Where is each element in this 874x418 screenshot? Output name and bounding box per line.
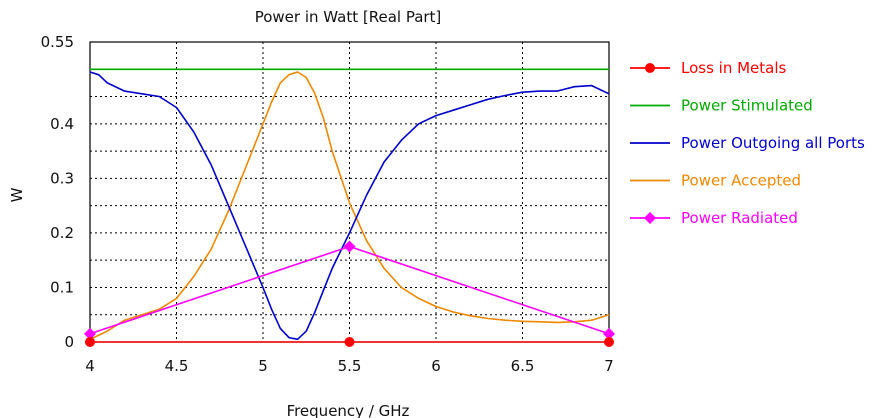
data-point-loss-in-metals: [85, 337, 95, 347]
data-point-power-radiated: [343, 240, 356, 253]
x-axis-ticks: 4 4.5 5 5.5 6 6.5 7: [85, 357, 614, 375]
series-line-power-outgoing-all-ports: [89, 71, 610, 341]
x-tick-label: 7: [604, 357, 614, 375]
y-tick-label: 0.2: [50, 224, 74, 242]
legend-label-power-outgoing-all-ports: Power Outgoing all Ports: [681, 134, 865, 152]
data-point-loss-in-metals: [604, 337, 614, 347]
series-layer: [89, 68, 610, 343]
y-tick-label: 0.55: [41, 33, 74, 51]
marker-layer: [84, 240, 615, 347]
x-axis-title: Frequency / GHz: [287, 402, 410, 418]
series-line-power-accepted: [89, 71, 610, 341]
y-tick-label: 0.1: [50, 278, 74, 296]
x-tick-label: 6: [431, 357, 441, 375]
legend-label-power-stimulated: Power Stimulated: [681, 97, 813, 115]
legend-label-power-accepted: Power Accepted: [681, 172, 801, 190]
y-tick-label: 0: [64, 333, 74, 351]
legend-label-loss-in-metals: Loss in Metals: [681, 59, 787, 77]
legend-marker-loss-in-metals: [645, 63, 655, 73]
y-tick-label: 0.3: [50, 169, 74, 187]
data-point-power-radiated: [84, 327, 96, 340]
legend-label-power-radiated: Power Radiated: [681, 209, 798, 227]
y-tick-label: 0.4: [50, 115, 74, 133]
legend: Loss in Metals Power Stimulated Power Outg…: [630, 59, 865, 227]
x-tick-label: 4.5: [165, 357, 189, 375]
y-axis-ticks: 0 0.1 0.2 0.3 0.4 0.55: [41, 33, 74, 351]
x-tick-label: 5: [258, 357, 268, 375]
plot-area: [84, 41, 615, 347]
chart-title: Power in Watt [Real Part]: [255, 8, 442, 26]
grid: [90, 42, 609, 342]
x-tick-label: 5.5: [338, 357, 362, 375]
x-tick-label: 6.5: [511, 357, 535, 375]
x-tick-label: 4: [85, 357, 95, 375]
data-point-loss-in-metals: [344, 337, 355, 347]
data-point-power-radiated: [603, 327, 615, 340]
legend-marker-power-radiated: [644, 212, 656, 224]
y-axis-title: W: [8, 187, 26, 202]
